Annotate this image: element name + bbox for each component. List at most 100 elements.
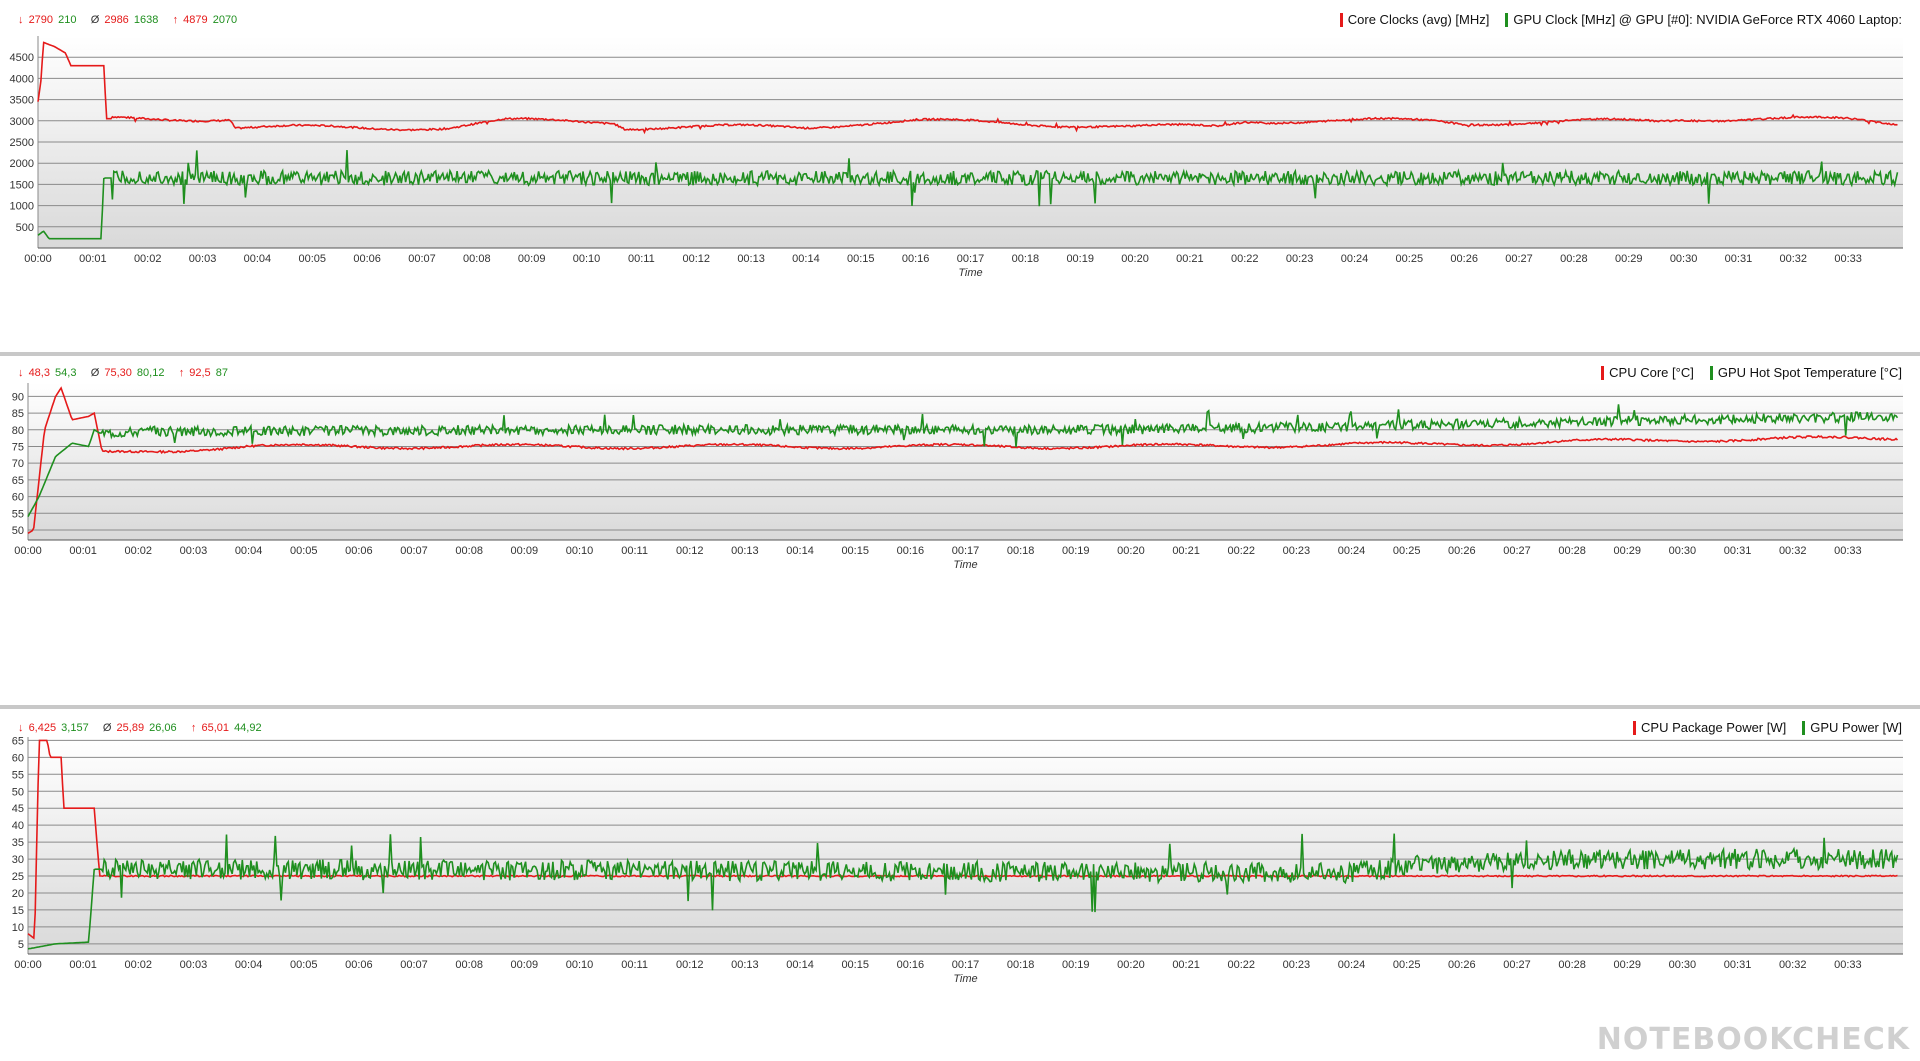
x-tick-label: 00:32	[1780, 253, 1808, 265]
temperature-legend: CPU Core [°C] GPU Hot Spot Temperature […	[1601, 365, 1902, 380]
panel-separator	[0, 352, 1920, 356]
x-tick-label: 00:25	[1393, 959, 1421, 971]
x-tick-label: 00:11	[621, 545, 648, 557]
x-tick-label: 00:01	[69, 959, 97, 971]
legend-label: CPU Core [°C]	[1609, 365, 1694, 380]
x-tick-label: 00:04	[235, 959, 263, 971]
x-tick-label: 00:13	[731, 959, 759, 971]
legend-swatch-red	[1339, 12, 1343, 27]
x-tick-label: 00:07	[400, 545, 428, 557]
x-tick-label: 00:09	[511, 959, 539, 971]
x-tick-label: 00:15	[841, 545, 869, 557]
x-tick-label: 00:26	[1448, 959, 1476, 971]
x-tick-label: 00:04	[235, 545, 263, 557]
max-arrow: ↑	[190, 722, 197, 734]
x-tick-label: 00:02	[134, 253, 162, 265]
x-tick-label: 00:01	[79, 253, 107, 265]
x-tick-label: 00:24	[1341, 253, 1369, 265]
x-tick-label: 00:02	[125, 959, 153, 971]
cpu-max: 4879	[183, 14, 208, 26]
x-tick-label: 00:13	[731, 545, 759, 557]
x-tick-label: 00:23	[1286, 253, 1314, 265]
x-tick-label: 00:14	[786, 545, 814, 557]
notebookcheck-watermark: NOTEBOOKCHECK	[1596, 1022, 1910, 1057]
x-tick-label: 00:15	[841, 959, 869, 971]
avg-symbol: Ø	[90, 14, 100, 26]
min-arrow: ↓	[18, 14, 24, 26]
gpu-min: 210	[58, 14, 77, 26]
gpu-min: 54,3	[55, 367, 77, 379]
x-tick-label: 00:24	[1338, 545, 1366, 557]
y-tick-label: 65	[12, 475, 24, 487]
legend-label: CPU Package Power [W]	[1641, 720, 1787, 735]
gpu-avg: 1638	[133, 14, 159, 26]
x-tick-label: 00:06	[345, 959, 373, 971]
x-tick-label: 00:20	[1117, 545, 1145, 557]
cpu-max: 92,5	[189, 367, 211, 379]
legend-swatch-red	[1633, 720, 1637, 735]
y-tick-label: 50	[12, 786, 24, 798]
y-tick-label: 2500	[10, 137, 34, 149]
y-tick-label: 25	[12, 871, 24, 883]
x-tick-label: 00:05	[290, 959, 318, 971]
legend-item-cpu-package-power: CPU Package Power [W]	[1633, 720, 1786, 735]
x-tick-label: 00:29	[1613, 545, 1641, 557]
y-tick-label: 2000	[10, 158, 34, 170]
x-tick-label: 00:31	[1724, 959, 1752, 971]
y-tick-label: 3000	[10, 116, 34, 128]
x-tick-label: 00:15	[847, 253, 875, 265]
gpu-max: 87	[215, 367, 228, 379]
y-tick-label: 70	[12, 458, 24, 470]
x-tick-label: 00:33	[1834, 253, 1862, 265]
clock-legend: Core Clocks (avg) [MHz] GPU Clock [MHz] …	[1339, 12, 1902, 27]
x-tick-label: 00:20	[1117, 959, 1145, 971]
power-chart-panel: 5 10 15 20 25 30 35 40 45 50 55 60 65 00:00 00:01 00:02…	[0, 709, 1920, 1061]
cpu-min: 6,425	[28, 722, 57, 734]
x-tick-label: 00:22	[1231, 253, 1259, 265]
x-tick-label: 00:07	[400, 959, 428, 971]
y-tick-label: 1500	[10, 179, 34, 191]
y-tick-label: 20	[12, 888, 24, 900]
min-arrow: ↓	[18, 722, 24, 734]
y-tick-label: 40	[12, 820, 24, 832]
x-tick-label: 00:20	[1121, 253, 1149, 265]
x-tick-label: 00:10	[566, 959, 594, 971]
gpu-max: 2070	[212, 14, 238, 26]
x-tick-label: 00:22	[1227, 959, 1255, 971]
y-tick-label: 85	[12, 408, 24, 420]
x-tick-label: 00:25	[1396, 253, 1424, 265]
x-tick-label: 00:18	[1012, 253, 1040, 265]
gpu-min: 3,157	[61, 722, 89, 734]
x-tick-label: 00:07	[408, 253, 436, 265]
x-tick-label: 00:11	[621, 959, 648, 971]
x-tick-label: 00:21	[1172, 545, 1200, 557]
x-tick-label: 00:05	[290, 545, 318, 557]
temperature-stats: ↓ 48,3 54,3 Ø 75,30 80,12 ↑ 92,5 87	[18, 367, 230, 379]
x-tick-label: 00:16	[897, 959, 925, 971]
x-tick-label: 00:17	[957, 253, 985, 265]
x-tick-label: 00:19	[1066, 253, 1094, 265]
x-tick-label: 00:08	[463, 253, 491, 265]
x-tick-label: 00:25	[1393, 545, 1421, 557]
x-tick-label: 00:30	[1670, 253, 1698, 265]
cpu-avg: 25,89	[116, 722, 145, 734]
legend-item-cpu-core: CPU Core [°C]	[1601, 365, 1694, 380]
series-line-red	[27, 739, 1898, 940]
x-tick-label: 00:10	[573, 253, 601, 265]
legend-item-gpu-clock: GPU Clock [MHz] @ GPU [#0]: NVIDIA GeFor…	[1505, 12, 1902, 27]
legend-swatch-green	[1505, 12, 1509, 27]
series-line-green	[37, 150, 1899, 240]
x-tick-label: 00:12	[676, 545, 704, 557]
x-tick-label: 00:01	[69, 545, 97, 557]
x-tick-label: 00:18	[1007, 959, 1035, 971]
min-arrow: ↓	[18, 367, 24, 379]
x-tick-label: 00:00	[24, 253, 52, 265]
legend-swatch-green	[1802, 720, 1806, 735]
y-tick-label: 55	[12, 508, 24, 520]
x-tick-label: 00:32	[1779, 959, 1807, 971]
power-legend: CPU Package Power [W] GPU Power [W]	[1633, 720, 1902, 735]
x-tick-label: 00:06	[353, 253, 381, 265]
x-tick-label: 00:26	[1450, 253, 1478, 265]
y-tick-label: 4000	[10, 73, 34, 85]
series-line-green	[27, 833, 1899, 950]
